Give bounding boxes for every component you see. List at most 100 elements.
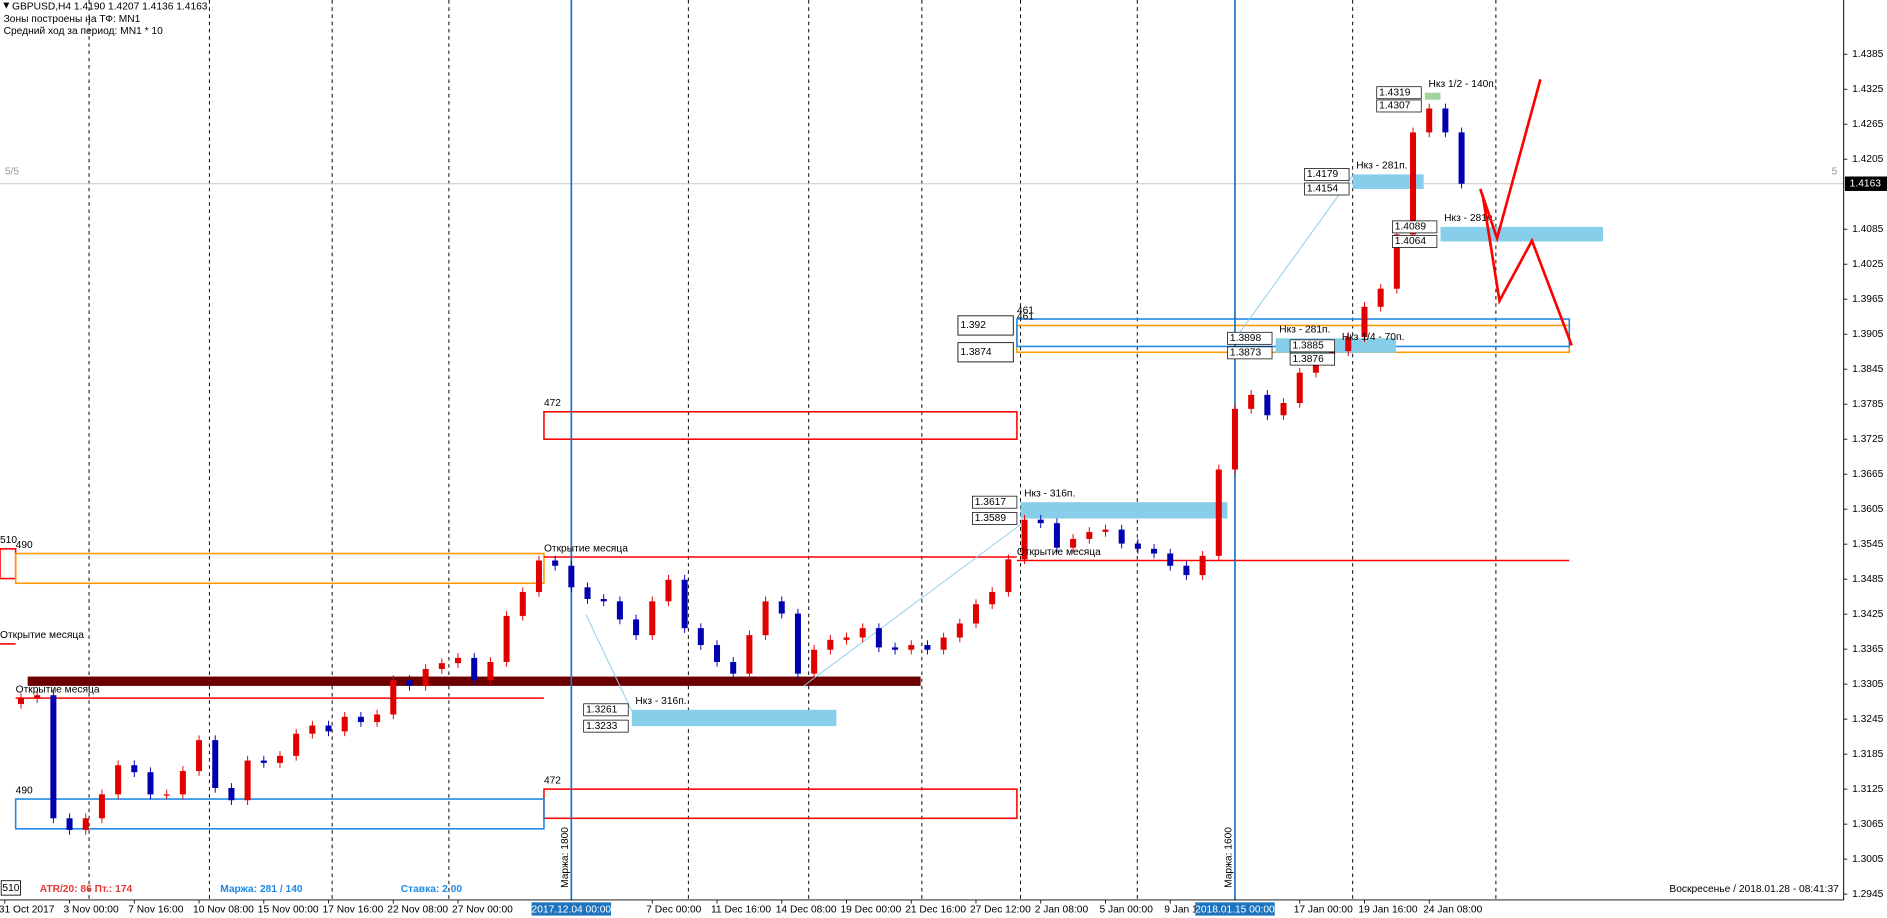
candle bbox=[503, 615, 510, 662]
y-tick-label: 1.4265 bbox=[1852, 119, 1884, 130]
candle bbox=[1102, 529, 1109, 532]
x-tick-highlight bbox=[1195, 902, 1275, 916]
candle bbox=[811, 649, 818, 674]
candle bbox=[778, 601, 785, 614]
trend-line bbox=[585, 614, 633, 712]
vertical-line-label: Маржа: 1800 bbox=[560, 827, 571, 888]
zone-fill bbox=[1020, 502, 1228, 519]
candle bbox=[1264, 394, 1271, 416]
candle bbox=[131, 765, 138, 773]
price-tag bbox=[1304, 168, 1350, 181]
candle bbox=[924, 645, 931, 650]
candle bbox=[1345, 337, 1352, 352]
price-tag bbox=[1392, 220, 1438, 234]
vertical-line-label: Маржа: 1600 bbox=[1224, 827, 1235, 888]
candle bbox=[163, 794, 170, 796]
y-tick-label: 1.3305 bbox=[1852, 679, 1884, 690]
candle bbox=[1231, 408, 1238, 470]
y-tick-label: 1.3725 bbox=[1852, 434, 1884, 445]
price-tag-label: 1.3589 bbox=[975, 513, 1007, 524]
candle bbox=[681, 579, 688, 629]
y-tick-label: 1.3485 bbox=[1852, 574, 1884, 585]
candle bbox=[892, 647, 899, 650]
candle bbox=[730, 661, 737, 674]
candle bbox=[762, 601, 769, 636]
x-tick-label: 17 Nov 16:00 bbox=[323, 904, 384, 915]
zone-fill bbox=[1338, 345, 1396, 352]
x-tick-highlight bbox=[531, 902, 612, 916]
forecast-line bbox=[1481, 194, 1573, 346]
y-tick-label: 1.3065 bbox=[1852, 819, 1884, 830]
candle bbox=[972, 604, 980, 624]
candle bbox=[1248, 394, 1255, 409]
x-tick-label: 14 Dec 08:00 bbox=[776, 904, 837, 915]
title-icon: ▼ bbox=[1, 1, 11, 12]
candle bbox=[196, 740, 203, 772]
zone-label: 461 bbox=[1017, 312, 1034, 323]
price-tag-label: 1.4089 bbox=[1395, 222, 1427, 233]
candle bbox=[1183, 565, 1190, 576]
last-price-box bbox=[1844, 176, 1887, 191]
labels: 1.2945 1.3005 1.3065 1.3125 1.3185 1.3245 1.33… bbox=[0, 49, 1887, 916]
x-tick-label: 21 Dec 16:00 bbox=[905, 904, 966, 915]
zone-fill bbox=[631, 709, 837, 727]
candle bbox=[633, 619, 640, 636]
candle bbox=[1215, 469, 1222, 556]
price-tag-label: 1.4064 bbox=[1395, 236, 1427, 247]
zone-label: 510 bbox=[0, 535, 17, 546]
level-label: Открытие месяца bbox=[1017, 547, 1101, 558]
candle bbox=[989, 591, 996, 605]
price-tag bbox=[1392, 235, 1438, 248]
x-tick-label: 2017.12.04 00:00 bbox=[532, 904, 612, 915]
x-tick-label: 11 Dec 16:00 bbox=[711, 904, 771, 915]
corner-label: 510 bbox=[2, 883, 19, 894]
zone-label: Нкз - 281п. bbox=[1444, 213, 1495, 224]
atr-status: ATR/20: 86 Пт.: 174 bbox=[40, 884, 133, 895]
price-tag-label: 1.392 bbox=[960, 320, 986, 331]
zone-label: Нкз - 281п. bbox=[1279, 325, 1330, 336]
y-tick-label: 1.3545 bbox=[1852, 539, 1884, 550]
price-tag-label: 1.3874 bbox=[960, 347, 992, 358]
candle bbox=[714, 645, 721, 662]
x-tick-label: 10 Nov 08:00 bbox=[193, 904, 254, 915]
candle bbox=[859, 628, 866, 638]
price-tag bbox=[1376, 86, 1422, 100]
zone-label: 461 bbox=[1017, 305, 1034, 316]
candle bbox=[1053, 523, 1060, 548]
trend-line bbox=[1231, 175, 1354, 344]
candle bbox=[82, 818, 89, 830]
candle bbox=[1199, 555, 1206, 576]
candle bbox=[600, 598, 607, 602]
zone-label: Нкз - 316п. bbox=[1024, 488, 1075, 499]
zone-label: 472 bbox=[544, 775, 561, 786]
price-line-label: 5 bbox=[1832, 167, 1838, 178]
candle bbox=[438, 663, 445, 669]
y-tick-label: 1.4205 bbox=[1852, 154, 1884, 165]
y-tick-label: 1.2945 bbox=[1852, 889, 1884, 900]
candle bbox=[357, 716, 364, 723]
y-tick-label: 1.3605 bbox=[1852, 504, 1884, 515]
y-tick-label: 1.3845 bbox=[1852, 364, 1884, 375]
candle bbox=[50, 695, 57, 819]
candle bbox=[228, 787, 235, 801]
candle bbox=[519, 591, 526, 616]
x-tick-label: 9 Jan 16:00 bbox=[1164, 904, 1218, 915]
candle bbox=[260, 760, 267, 763]
candle bbox=[1410, 132, 1417, 235]
price-tag-label: 1.3617 bbox=[975, 497, 1007, 508]
candle bbox=[697, 628, 704, 646]
y-tick-label: 1.3665 bbox=[1852, 469, 1884, 480]
x-tick-label: 7 Nov 16:00 bbox=[128, 904, 183, 915]
price-tag bbox=[957, 342, 1014, 363]
candle bbox=[179, 771, 186, 795]
y-tick-label: 1.3905 bbox=[1852, 329, 1884, 340]
zone-label: 490 bbox=[16, 540, 33, 551]
forecast-line bbox=[1478, 79, 1542, 243]
forecast bbox=[1478, 79, 1573, 346]
candle bbox=[115, 765, 122, 795]
trend-lines bbox=[585, 175, 1354, 712]
corner-box bbox=[0, 880, 21, 896]
level-label: Открытие месяца bbox=[0, 630, 84, 641]
level-label: Открытие месяца bbox=[16, 684, 100, 695]
zone-fill bbox=[1440, 226, 1603, 242]
